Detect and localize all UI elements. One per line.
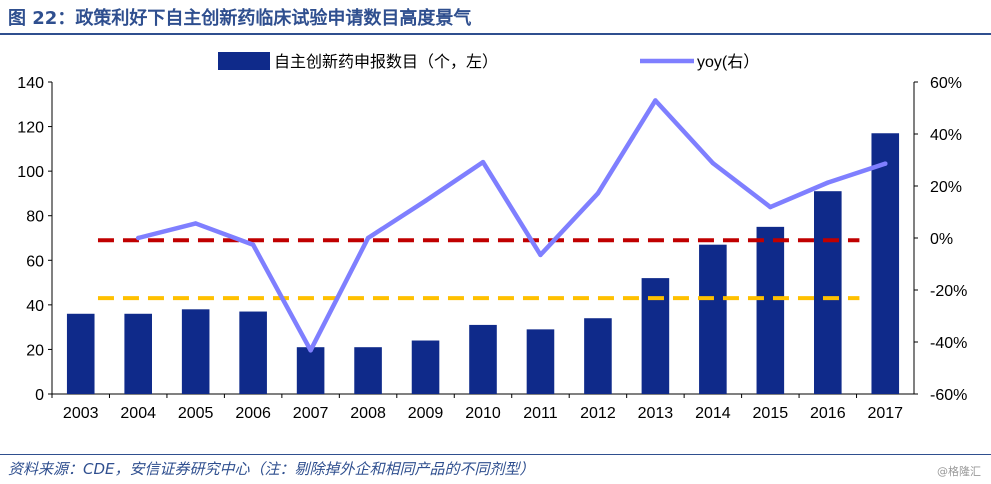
header-divider <box>0 33 991 35</box>
left-axis-tick-label: 100 <box>17 164 44 181</box>
yoy-point <box>480 159 486 165</box>
left-axis-tick-label: 40 <box>26 298 44 315</box>
x-axis-tick-label: 2007 <box>293 405 329 422</box>
left-axis-tick-label: 0 <box>35 387 44 404</box>
bar <box>66 313 95 394</box>
figure-title: 图 22：政策利好下自主创新药临床试验申请数目高度景气 <box>8 8 472 29</box>
legend-bar-label: 自主创新药申报数目（个，左） <box>274 53 498 71</box>
bar <box>296 347 325 394</box>
x-axis-tick-label: 2014 <box>695 405 731 422</box>
x-axis-tick-label: 2017 <box>867 405 903 422</box>
bar <box>641 278 670 394</box>
x-axis-tick-label: 2008 <box>350 405 386 422</box>
yoy-point <box>308 348 313 353</box>
bar <box>469 324 497 394</box>
left-axis-tick-label: 60 <box>26 253 44 270</box>
figure-header: 图 22：政策利好下自主创新药临床试验申请数目高度景气 <box>0 0 991 35</box>
right-axis-tick-label: 20% <box>930 179 962 196</box>
right-axis-tick-label: 40% <box>930 127 962 144</box>
legend-bar-swatch <box>218 52 270 70</box>
x-axis-tick-label: 2003 <box>63 405 99 422</box>
bar <box>239 311 267 394</box>
bar <box>756 226 785 394</box>
right-axis-tick-label: -20% <box>930 283 967 300</box>
bar <box>526 329 555 394</box>
bar <box>814 191 842 394</box>
footer-divider <box>0 454 991 455</box>
watermark: @格隆汇 <box>937 465 981 478</box>
bar <box>871 133 900 394</box>
right-axis-tick-label: -40% <box>930 335 967 352</box>
bar <box>584 318 612 394</box>
yoy-line <box>135 98 888 353</box>
x-axis-tick-label: 2016 <box>810 405 846 422</box>
x-axis-tick-label: 2010 <box>465 405 501 422</box>
bar <box>411 340 440 394</box>
left-axis-tick-label: 120 <box>17 120 44 137</box>
yoy-point <box>595 191 601 196</box>
yoy-point <box>825 180 830 185</box>
yoy-point <box>538 252 543 258</box>
x-axis-tick-label: 2012 <box>580 405 616 422</box>
yoy-point <box>193 221 198 226</box>
yoy-point <box>136 235 141 241</box>
x-axis-tick-label: 2004 <box>120 405 156 422</box>
x-axis-tick-label: 2006 <box>235 405 271 422</box>
x-axis-tick-label: 2011 <box>523 405 558 422</box>
yoy-point <box>250 242 256 247</box>
x-axis-tick-label: 2013 <box>638 405 674 422</box>
source-note: 资料来源：CDE，安信证券研究中心（注：剔除掉外企和相同产品的不同剂型） <box>8 460 535 478</box>
yoy-point <box>365 235 371 241</box>
x-axis-tick-label: 2015 <box>753 405 789 422</box>
x-axis-tick-label: 2005 <box>178 405 214 422</box>
yoy-point <box>768 204 773 210</box>
yoy-point <box>653 98 658 103</box>
right-axis-tick-label: 60% <box>930 75 962 92</box>
yoy-point <box>883 161 888 166</box>
yoy-point <box>710 160 716 166</box>
left-axis-tick-label: 140 <box>17 75 44 92</box>
left-axis-tick-label: 20 <box>26 342 44 359</box>
yoy-point <box>423 198 428 204</box>
bar <box>124 313 152 394</box>
bar <box>181 309 210 394</box>
legend-line-label: yoy(右） <box>697 53 759 71</box>
bar <box>354 347 382 394</box>
x-axis-tick-label: 2009 <box>408 405 444 422</box>
left-axis-tick-label: 80 <box>26 209 44 226</box>
right-axis-tick-label: -60% <box>930 387 967 404</box>
bar <box>699 244 727 394</box>
right-axis-tick-label: 0% <box>930 231 953 248</box>
